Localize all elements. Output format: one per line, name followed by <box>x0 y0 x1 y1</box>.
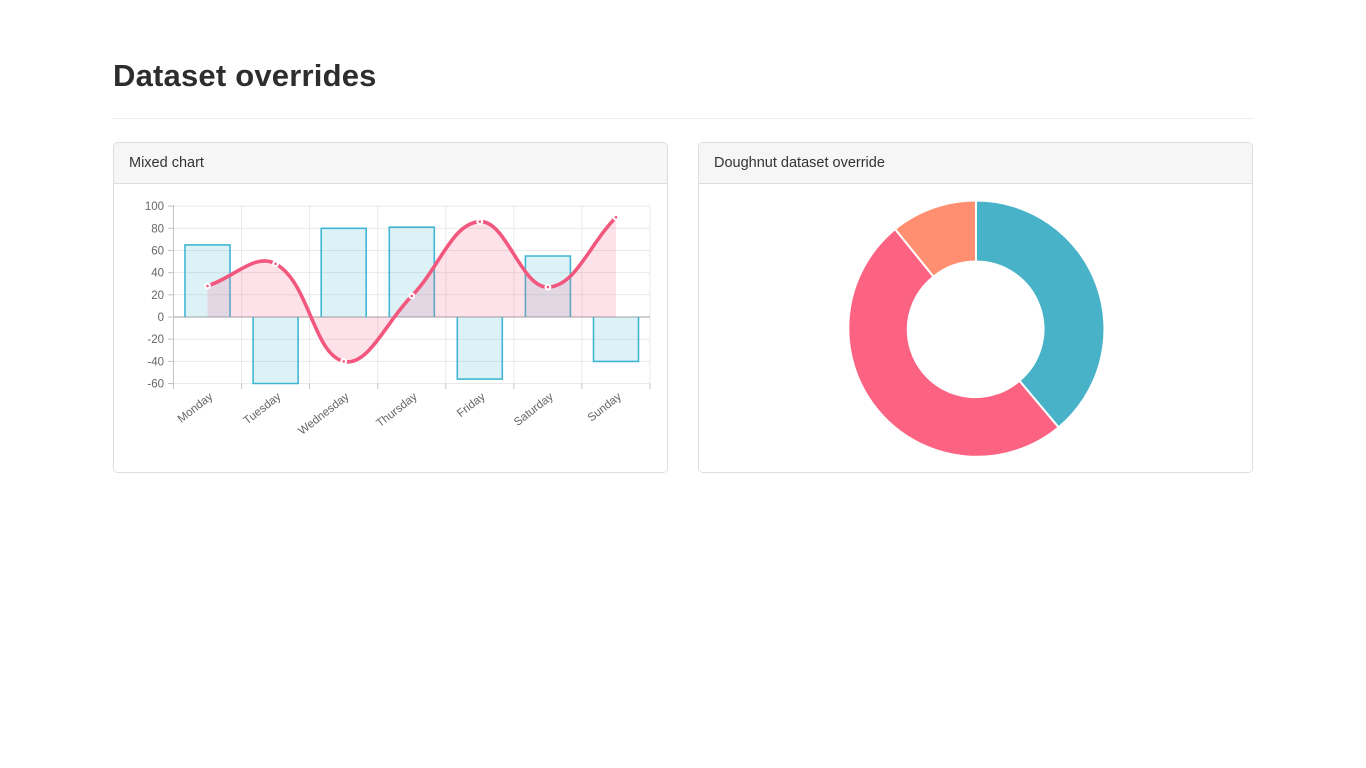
page: Dataset overrides Mixed chart 100 80 60 40 2… <box>113 0 1253 473</box>
y-tick-label: -60 <box>147 379 164 391</box>
donut-slice-1[interactable] <box>975 199 1106 429</box>
page-title: Dataset overrides <box>113 58 377 93</box>
bar-border <box>456 317 504 380</box>
panel-title-mixed-chart: Mixed chart <box>129 155 204 171</box>
point-center <box>546 285 550 289</box>
point-center <box>206 284 209 288</box>
donut-slice-2[interactable] <box>847 228 1060 458</box>
panel-body-mixed-chart: 100 80 60 40 20 0 -20 -40 -60 Monday Tuesday Wednes… <box>114 184 667 472</box>
x-tick-label-monday: Monday <box>176 391 216 426</box>
y-tick-label: 60 <box>151 246 164 258</box>
mixed-chart-canvas[interactable]: 100 80 60 40 20 0 -20 -40 -60 Monday Tuesday Wednes… <box>114 184 667 472</box>
x-tick-label-friday: Friday <box>455 391 488 420</box>
bar-border <box>524 255 572 317</box>
bar-sunday[interactable] <box>593 317 639 362</box>
line-area-fill <box>207 217 616 362</box>
x-tick-label-tuesday: Tuesday <box>242 391 284 428</box>
donut-slice-3[interactable] <box>894 199 977 278</box>
x-axis-labels: Monday Tuesday Wednesday Thursday Friday Satu… <box>176 391 624 438</box>
y-tick-label: 20 <box>151 290 164 302</box>
y-tick-label: -20 <box>147 334 164 346</box>
point-center <box>478 220 482 223</box>
x-tick-label-wednesday: Wednesday <box>296 391 351 438</box>
y-tick-label: 40 <box>151 268 164 280</box>
bar-friday[interactable] <box>457 317 503 380</box>
panel-body-doughnut <box>699 184 1252 472</box>
doughnut-chart-svg <box>847 199 1106 458</box>
bar-border <box>252 317 299 385</box>
panel-header-mixed-chart: Mixed chart <box>114 143 667 184</box>
bar-border <box>184 244 231 317</box>
y-tick-label: 0 <box>158 312 164 324</box>
point-center <box>614 215 618 219</box>
bar-border <box>592 317 640 363</box>
point-center <box>274 262 277 266</box>
title-divider <box>113 118 1253 119</box>
bar-border <box>388 226 436 317</box>
panel-header-doughnut: Doughnut dataset override <box>699 143 1252 184</box>
y-tick-label: 100 <box>145 201 164 213</box>
bar-wednesday[interactable] <box>321 228 367 317</box>
bar-border <box>320 227 367 317</box>
x-tick-label-sunday: Sunday <box>586 391 624 425</box>
y-tick-label: 80 <box>151 223 164 235</box>
line-points <box>204 213 620 365</box>
panel-mixed-chart: Mixed chart 100 80 60 40 20 0 -20 -40 -60 Monday T… <box>113 142 668 473</box>
x-tick-label-saturday: Saturday <box>512 391 556 429</box>
bar-tuesday[interactable] <box>253 317 299 384</box>
panel-title-doughnut: Doughnut dataset override <box>714 155 885 171</box>
x-tick-label-thursday: Thursday <box>374 391 419 430</box>
panel-row: Mixed chart 100 80 60 40 20 0 -20 -40 -60 Monday T… <box>113 142 1253 473</box>
point-center <box>342 360 345 363</box>
point-center <box>410 294 414 298</box>
mixed-chart-svg: 100 80 60 40 20 0 -20 -40 -60 Monday Tuesday Wednes… <box>145 201 651 438</box>
doughnut-chart-canvas[interactable] <box>699 184 1252 472</box>
bar-thursday[interactable] <box>389 227 435 317</box>
y-tick-label: -40 <box>147 356 164 368</box>
panel-doughnut: Doughnut dataset override <box>698 142 1253 473</box>
